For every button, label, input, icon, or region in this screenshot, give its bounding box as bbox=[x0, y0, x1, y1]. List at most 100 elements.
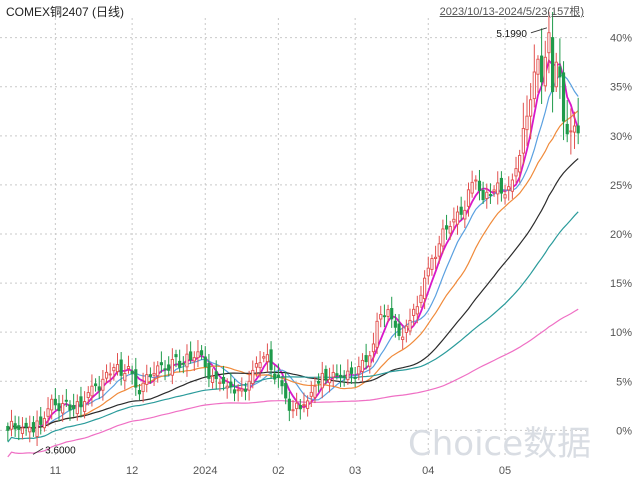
candle-body bbox=[518, 155, 522, 173]
candle-body bbox=[258, 362, 262, 369]
candle-body bbox=[192, 357, 196, 362]
candle-body bbox=[170, 359, 174, 376]
candle-body bbox=[349, 367, 354, 374]
candle-body bbox=[24, 422, 28, 428]
candle-body bbox=[93, 383, 98, 387]
candle-body bbox=[232, 389, 237, 394]
candle-body bbox=[470, 181, 474, 194]
candle-body bbox=[302, 403, 306, 406]
candle-body bbox=[126, 366, 131, 370]
x-tick-label: 2024 bbox=[193, 465, 217, 477]
candle-body bbox=[565, 123, 569, 135]
candle-body bbox=[401, 336, 405, 340]
ma-line-ma60 bbox=[7, 211, 579, 443]
candle-body bbox=[298, 405, 302, 410]
candle-body bbox=[327, 378, 332, 384]
candle-body bbox=[123, 373, 127, 381]
date-range[interactable]: 2023/10/13-2024/5/23(157根) bbox=[439, 6, 584, 18]
candle-body bbox=[35, 420, 39, 437]
candle-body bbox=[42, 418, 46, 429]
candle-body bbox=[50, 398, 54, 411]
candle-body bbox=[569, 130, 573, 133]
x-tick-label: 04 bbox=[422, 465, 434, 477]
candle-body bbox=[218, 381, 222, 385]
candle-body bbox=[115, 364, 120, 373]
candle-body bbox=[221, 376, 226, 384]
y-tick-label: 25% bbox=[610, 180, 632, 192]
candle-body bbox=[134, 369, 138, 388]
candle-body bbox=[156, 365, 160, 377]
candle-body bbox=[28, 426, 32, 433]
candle-body bbox=[83, 401, 87, 412]
candle-body bbox=[496, 182, 500, 195]
candle-body bbox=[488, 194, 493, 196]
candle-body bbox=[353, 376, 357, 379]
x-tick-label: 12 bbox=[126, 465, 138, 477]
candle-body bbox=[141, 382, 145, 393]
candle-body bbox=[338, 374, 343, 378]
candle-body bbox=[273, 373, 277, 380]
candle-body bbox=[243, 388, 248, 392]
candle-body bbox=[75, 401, 79, 415]
candle-body bbox=[276, 374, 280, 378]
candle-body bbox=[247, 380, 251, 391]
candle-body bbox=[214, 371, 218, 380]
candle-body bbox=[543, 56, 547, 87]
candle-body bbox=[130, 370, 134, 375]
candle-body bbox=[507, 186, 511, 191]
candle-body bbox=[61, 403, 65, 414]
candle-body bbox=[225, 385, 229, 389]
candle-body bbox=[510, 179, 514, 192]
candle-body bbox=[477, 180, 482, 191]
candle-body bbox=[53, 398, 57, 406]
candle-body bbox=[360, 359, 365, 372]
candle-body bbox=[561, 72, 566, 122]
candle-body bbox=[57, 403, 61, 412]
candle-body bbox=[203, 356, 207, 367]
candle-body bbox=[79, 396, 83, 408]
candle-body bbox=[434, 256, 438, 259]
candle-body bbox=[207, 362, 211, 379]
moving-averages bbox=[7, 58, 580, 458]
candle-body bbox=[412, 308, 416, 316]
candle-body bbox=[532, 71, 536, 100]
candle-body bbox=[313, 385, 317, 398]
candle-body bbox=[236, 389, 240, 392]
candle-body bbox=[174, 354, 178, 358]
candle-body bbox=[309, 391, 313, 397]
candle-body bbox=[529, 99, 533, 117]
candle-body bbox=[86, 392, 90, 398]
y-axis: 0% 5% 10% 15% 20% 25% 30% 35% 40% bbox=[610, 33, 632, 438]
candle-body bbox=[375, 320, 379, 348]
candle-body bbox=[148, 374, 152, 377]
y-tick-label: 10% bbox=[610, 327, 632, 339]
watermark: Choice数据 bbox=[408, 424, 591, 464]
candle-body bbox=[404, 325, 408, 333]
candle-body bbox=[181, 362, 185, 365]
candle-body bbox=[357, 366, 361, 375]
candle-body bbox=[119, 359, 123, 376]
candle-body bbox=[240, 388, 244, 392]
candle-body bbox=[200, 350, 204, 356]
candle-body bbox=[492, 189, 496, 192]
candle-body bbox=[558, 66, 562, 78]
candle-body bbox=[466, 189, 471, 207]
candle-body bbox=[108, 373, 112, 376]
candle-body bbox=[185, 353, 189, 368]
x-tick-label: 02 bbox=[272, 465, 284, 477]
candle-body bbox=[499, 177, 503, 194]
candle-body bbox=[386, 309, 390, 317]
x-tick-label: 03 bbox=[349, 465, 361, 477]
candle-body bbox=[9, 420, 14, 430]
candle-body bbox=[444, 225, 449, 230]
candle-body bbox=[390, 308, 394, 320]
candle-body bbox=[371, 343, 376, 353]
y-tick-label: 30% bbox=[610, 131, 632, 143]
candle-body bbox=[547, 32, 551, 54]
candle-body bbox=[576, 125, 580, 134]
candle-body bbox=[379, 314, 383, 320]
y-tick-label: 15% bbox=[610, 278, 632, 290]
candle-body bbox=[430, 258, 434, 270]
y-tick-label: 5% bbox=[616, 376, 632, 388]
